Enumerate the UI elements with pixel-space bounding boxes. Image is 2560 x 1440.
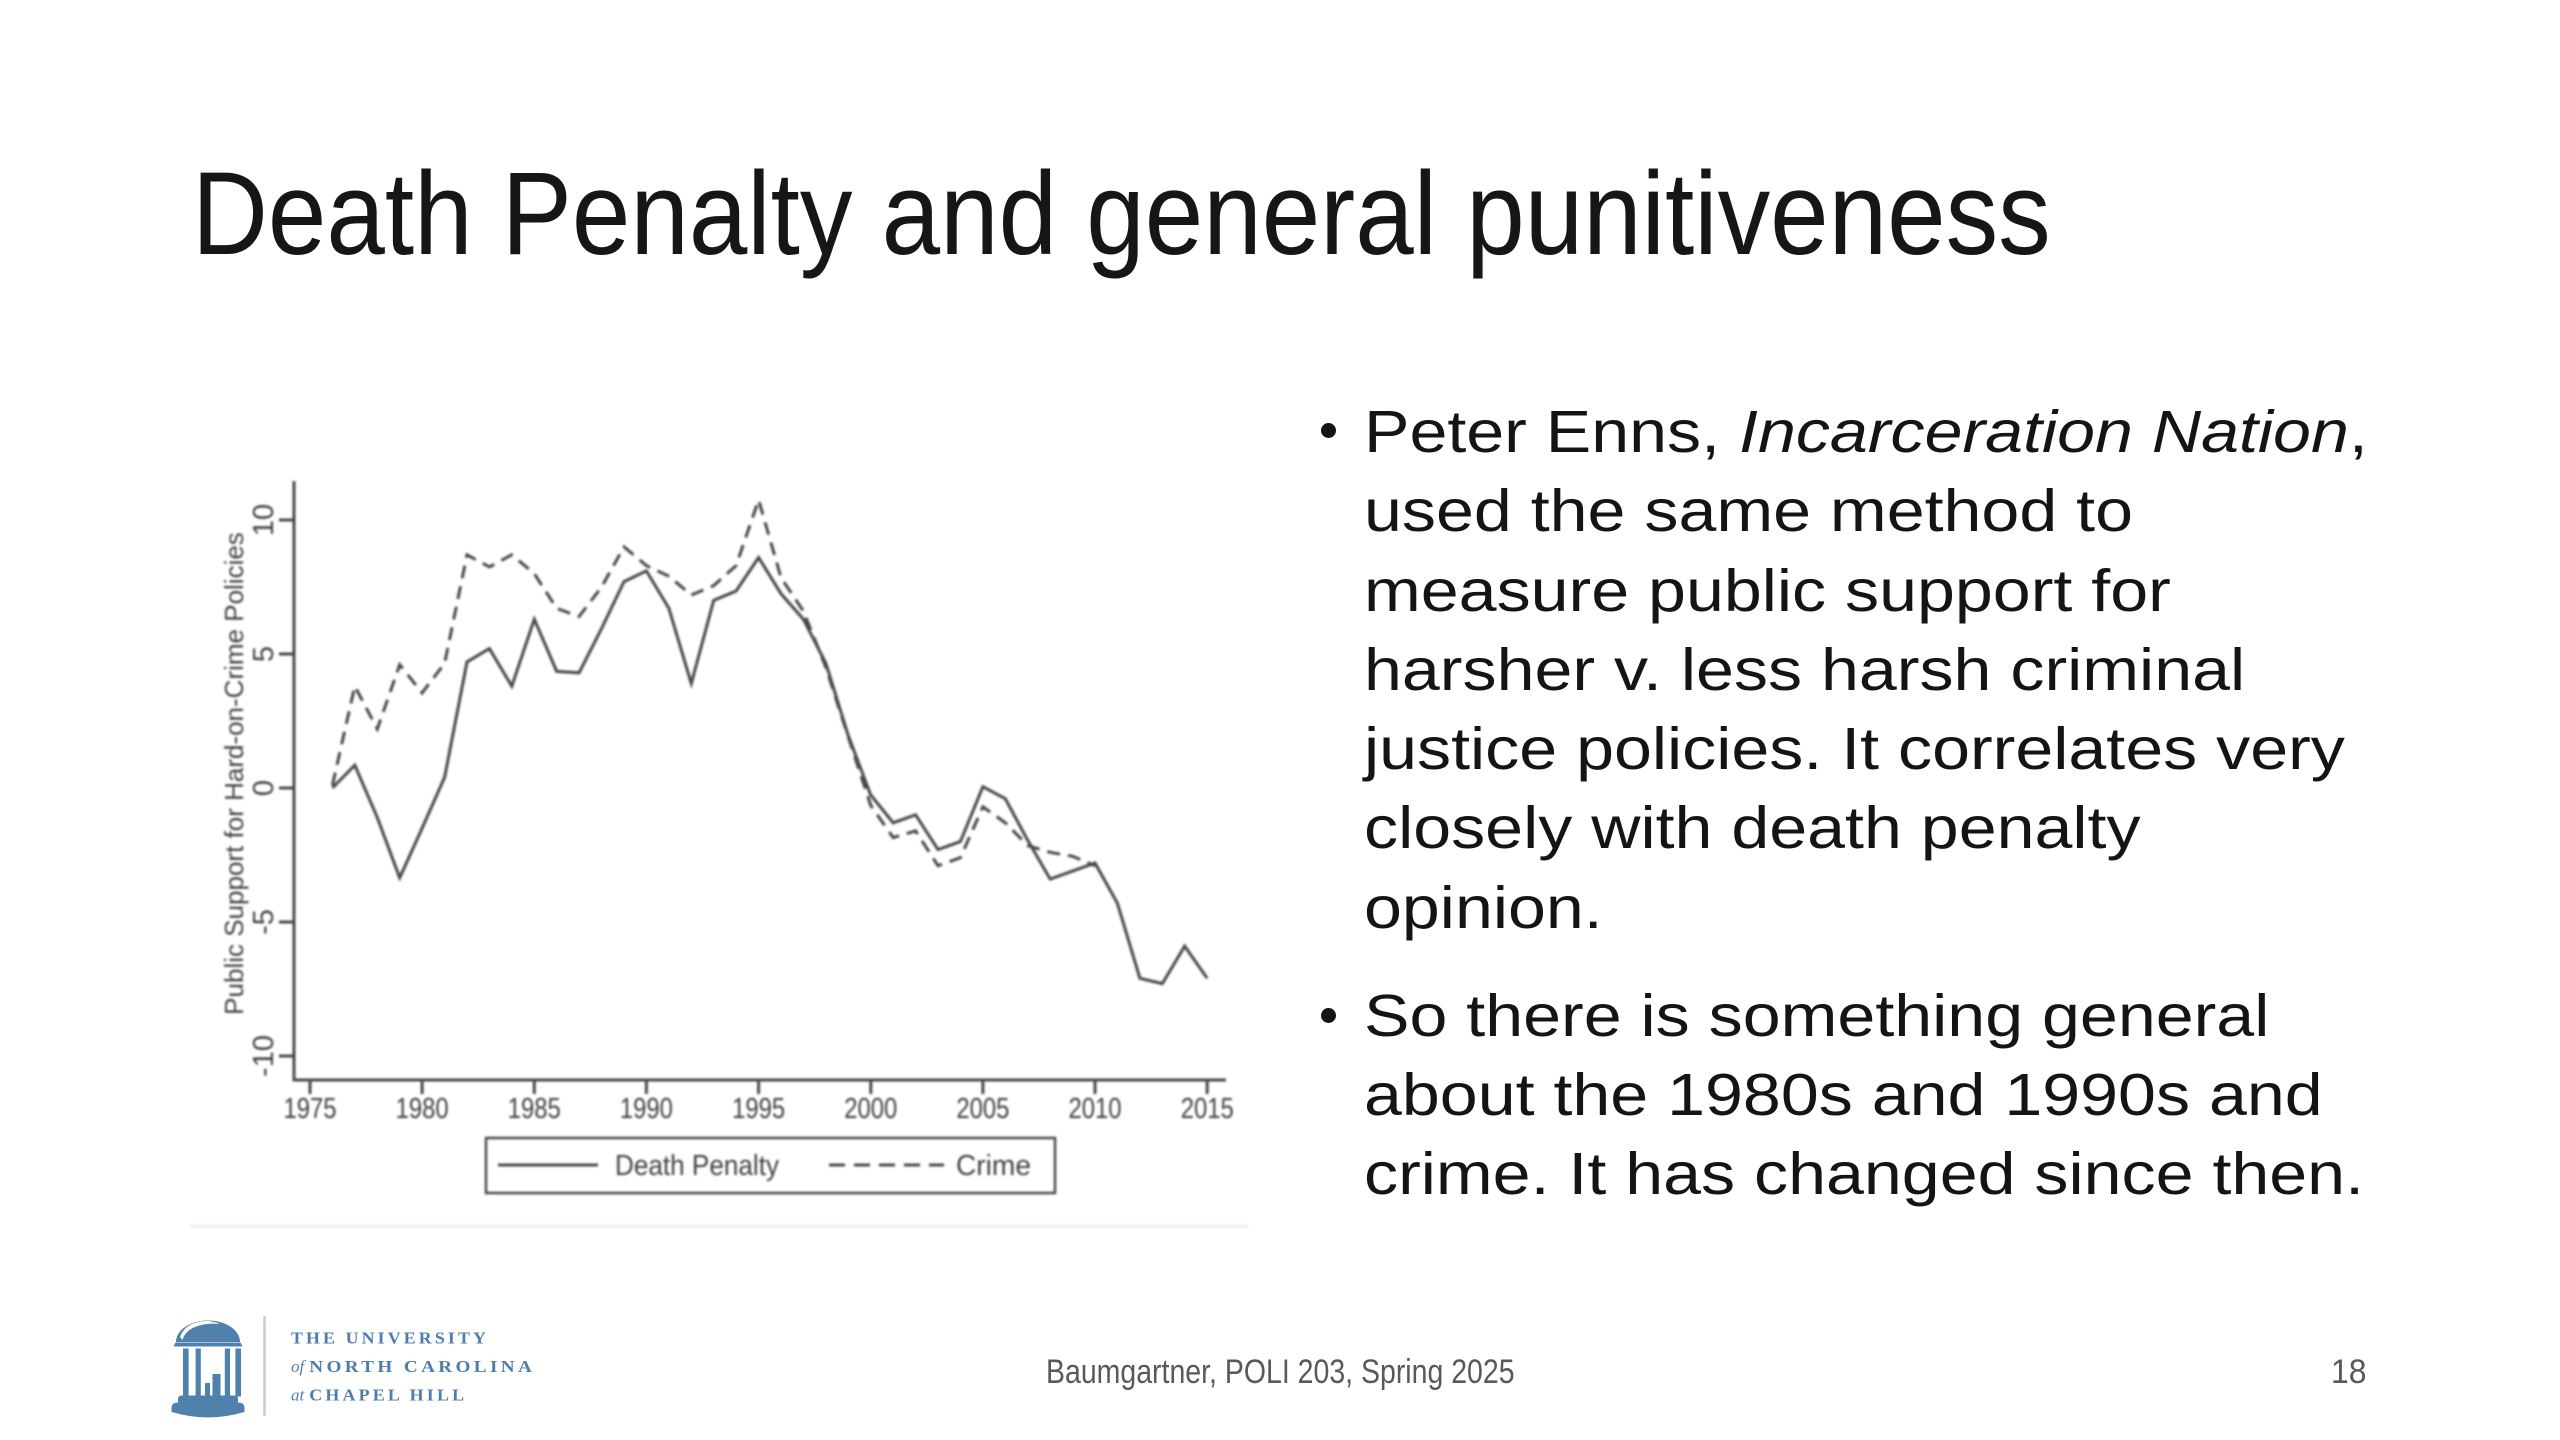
svg-text:1980: 1980 [396, 1093, 449, 1125]
svg-text:0: 0 [248, 780, 280, 796]
svg-text:1990: 1990 [620, 1093, 673, 1125]
svg-text:THE UNIVERSITY: THE UNIVERSITY [291, 1329, 489, 1348]
svg-text:Death Penalty: Death Penalty [615, 1150, 779, 1182]
svg-text:2010: 2010 [1069, 1093, 1122, 1125]
svg-text:2005: 2005 [956, 1093, 1009, 1125]
svg-text:-10: -10 [248, 1035, 280, 1077]
svg-text:10: 10 [248, 504, 280, 536]
svg-text:2015: 2015 [1181, 1093, 1234, 1125]
svg-text:1985: 1985 [508, 1093, 561, 1125]
svg-text:Public Support for Hard-on-Cri: Public Support for Hard-on-Crime Policie… [219, 532, 249, 1015]
svg-text:5: 5 [248, 646, 280, 662]
svg-text:1995: 1995 [732, 1093, 785, 1125]
svg-text:1975: 1975 [284, 1093, 337, 1125]
svg-text:Crime: Crime [956, 1150, 1031, 1182]
svg-text:-5: -5 [248, 909, 280, 935]
svg-text:2000: 2000 [844, 1093, 897, 1125]
